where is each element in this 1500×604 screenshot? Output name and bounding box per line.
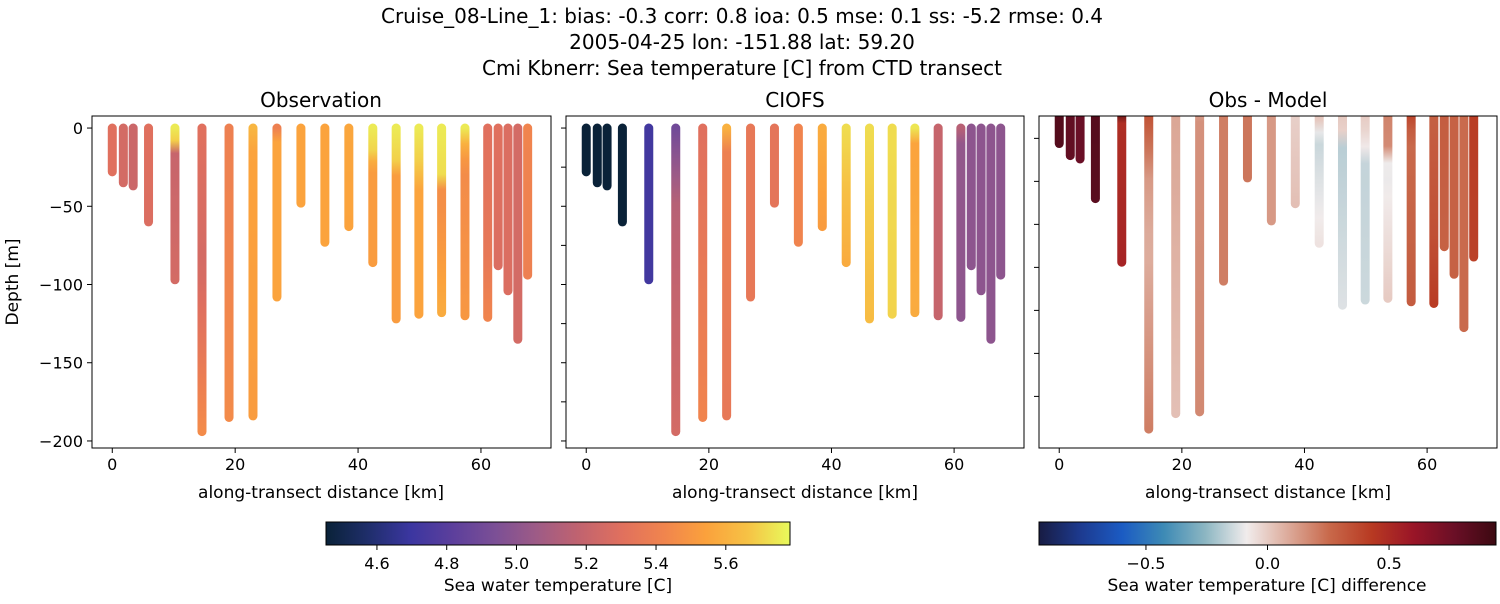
panel-observation: 0 20 40 60 0 −50 −100 −150 −200 <box>39 115 552 474</box>
panel-diff: 0 20 40 60 <box>1034 115 1498 474</box>
data-points <box>1054 116 1479 434</box>
colorbar-label-difference: Sea water temperature [C] difference <box>1107 576 1426 596</box>
x-tick-label: 20 <box>225 455 245 474</box>
x-tick-label: 40 <box>821 455 841 474</box>
colorbar-tick-label: −0.5 <box>1127 554 1166 573</box>
x-tick-label: 60 <box>1417 455 1437 474</box>
plot-frame <box>91 115 552 449</box>
y-tick-label: 0 <box>73 119 83 138</box>
x-axis-label-observation: along-transect distance [km] <box>198 483 444 503</box>
colorbar-tick-label: 5.2 <box>574 554 599 573</box>
colorbar-tick-label: 0.0 <box>1255 554 1280 573</box>
colorbar-label-temperature: Sea water temperature [C] <box>444 576 672 596</box>
plot-frame <box>1038 115 1498 449</box>
colorbar-tick-label: 5.6 <box>713 554 738 573</box>
y-axis-label: Depth [m] <box>3 238 23 325</box>
colorbar-gradient <box>1038 521 1497 546</box>
x-tick-label: 0 <box>581 455 591 474</box>
colorbar-tick-label: 5.0 <box>504 554 529 573</box>
x-tick-label: 40 <box>1294 455 1314 474</box>
panel-title-diff: Obs - Model <box>1209 88 1328 112</box>
x-tick-label: 0 <box>1054 455 1064 474</box>
x-tick-label: 60 <box>471 455 491 474</box>
data-points <box>107 123 533 437</box>
colorbar-gradient <box>325 521 791 546</box>
colorbar-difference: −0.5 0.0 0.5 <box>1038 521 1497 573</box>
x-tick-label: 20 <box>1172 455 1192 474</box>
colorbar-temperature: 4.6 4.8 5.0 5.2 5.4 5.6 <box>325 521 791 573</box>
y-tick-label: −150 <box>39 354 83 373</box>
x-tick-label: 60 <box>944 455 964 474</box>
title-line-1: Cruise_08-Line_1: bias: -0.3 corr: 0.8 i… <box>381 4 1103 28</box>
panel-ciofs: 0 20 40 60 <box>561 115 1025 474</box>
colorbar-tick-label: 5.4 <box>643 554 668 573</box>
y-tick-label: −200 <box>39 432 83 451</box>
x-axis-label-diff: along-transect distance [km] <box>1145 483 1391 503</box>
colorbar-tick-label: 4.8 <box>434 554 459 573</box>
panel-title-ciofs: CIOFS <box>765 88 824 112</box>
x-tick-label: 0 <box>107 455 117 474</box>
title-line-2: 2005-04-25 lon: -151.88 lat: 59.20 <box>569 30 915 54</box>
x-tick-label: 40 <box>348 455 368 474</box>
x-tick-label: 20 <box>699 455 719 474</box>
panel-title-observation: Observation <box>260 88 382 112</box>
plot-frame <box>565 115 1025 449</box>
y-tick-label: −50 <box>49 197 83 216</box>
title-line-3: Cmi Kbnerr: Sea temperature [C] from CTD… <box>482 56 1002 80</box>
colorbar-tick-label: 4.6 <box>364 554 389 573</box>
y-tick-label: −100 <box>39 276 83 295</box>
x-axis-label-ciofs: along-transect distance [km] <box>672 483 918 503</box>
colorbar-tick-label: 0.5 <box>1376 554 1401 573</box>
data-points <box>581 123 1006 437</box>
